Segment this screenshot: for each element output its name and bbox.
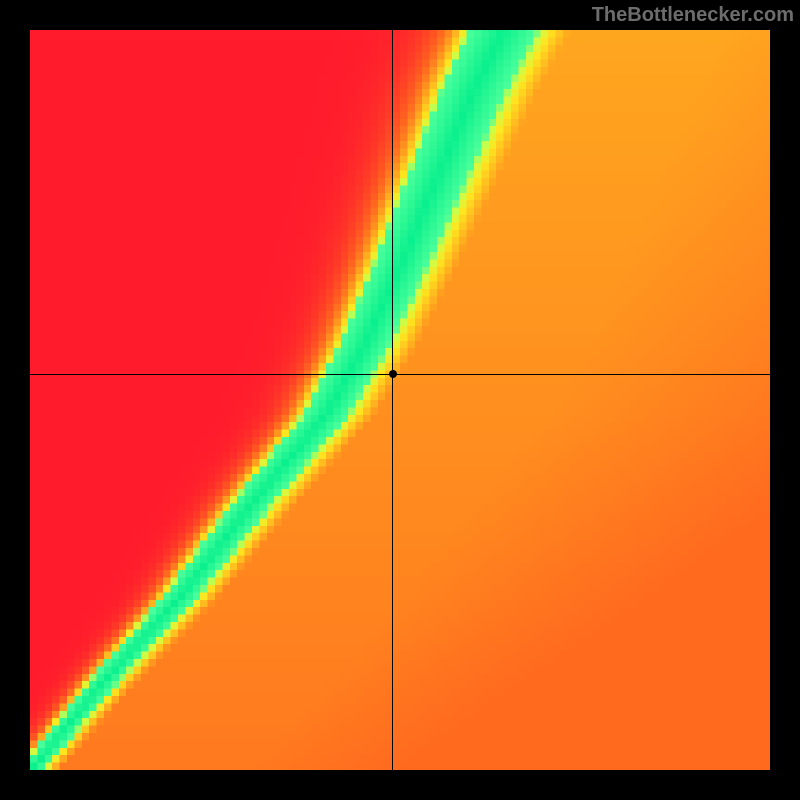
watermark-text: TheBottlenecker.com [592,4,794,27]
figure-root: TheBottlenecker.com [0,0,800,800]
heatmap-canvas [30,30,770,770]
plot-area [30,30,770,770]
